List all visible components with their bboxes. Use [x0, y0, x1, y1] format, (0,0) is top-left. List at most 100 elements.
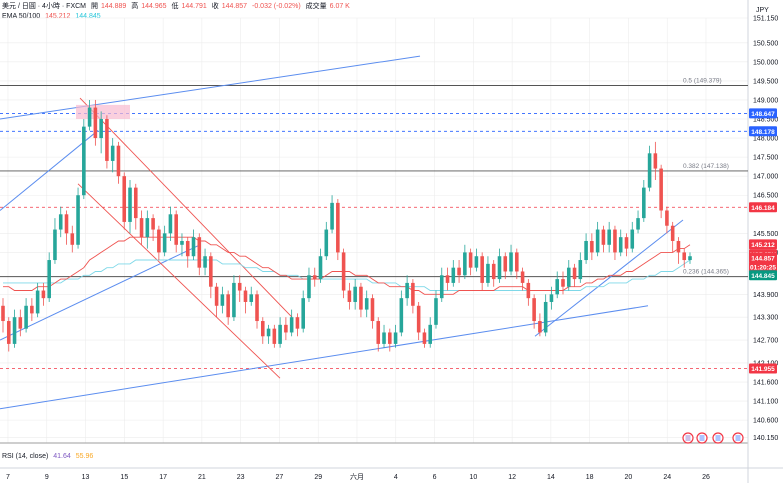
- drawings: [0, 55, 684, 410]
- candle: [428, 317, 432, 348]
- candle-body: [353, 286, 357, 302]
- candle: [272, 324, 277, 348]
- candle-body: [624, 237, 629, 249]
- candle: [93, 99, 98, 146]
- fib-label: 0.236 (144.365): [683, 269, 729, 276]
- candle-body: [307, 275, 311, 299]
- candle-body: [232, 282, 236, 318]
- icon-glyph: [699, 435, 705, 441]
- candle: [670, 221, 675, 253]
- candle-body: [185, 240, 190, 257]
- candle-body: [439, 275, 444, 299]
- candle-body: [266, 328, 271, 337]
- candle: [133, 183, 138, 230]
- candle: [388, 328, 392, 352]
- candle-body: [110, 145, 115, 161]
- candle: [105, 115, 109, 169]
- candle-body: [47, 260, 51, 299]
- candle-body: [1, 305, 5, 322]
- candle-body: [93, 107, 98, 139]
- y-tick-label: 151.150: [753, 16, 778, 23]
- candle-body: [653, 153, 658, 169]
- event-icons: [682, 432, 744, 444]
- candle: [468, 248, 473, 276]
- candle-body: [191, 237, 196, 257]
- candle-body: [301, 298, 305, 329]
- candle: [422, 328, 427, 348]
- candle-body: [284, 324, 288, 333]
- candle-body: [53, 229, 57, 261]
- candle: [70, 225, 75, 253]
- candle-body: [255, 294, 259, 322]
- chart-header: 美元 / 日圓 · 4小時 · FXCM 開 144.889 高 144.965 低…: [2, 2, 353, 11]
- price-tag: [749, 239, 777, 250]
- candle-body: [99, 119, 103, 139]
- candle-body: [145, 218, 150, 238]
- candle-body: [463, 252, 467, 276]
- level-price-tag: [749, 363, 777, 374]
- x-tick-label: 15: [120, 474, 128, 481]
- level-price-tag: [749, 108, 777, 119]
- candle-body: [122, 176, 127, 222]
- candle-body: [659, 168, 663, 211]
- rsi-ma-value: 55.96: [75, 453, 94, 460]
- candle-body: [445, 275, 450, 283]
- candle-body: [278, 324, 282, 344]
- candle: [434, 290, 438, 329]
- ema100-line: [3, 259, 691, 291]
- candle-body: [538, 321, 542, 333]
- candle: [509, 244, 513, 276]
- currency-label[interactable]: JPY: [756, 7, 769, 14]
- symbol-title[interactable]: 美元 / 日圓 · 4小時 · FXCM: [2, 3, 86, 10]
- rsi-legend[interactable]: RSI (14, close) 41.64 55.96: [2, 452, 96, 461]
- candle-body: [18, 317, 23, 329]
- candle-body: [58, 214, 63, 230]
- candle-body: [162, 233, 167, 253]
- x-tick-label: 6: [433, 474, 437, 481]
- candle: [515, 248, 519, 280]
- y-tick-label: 147.500: [753, 155, 778, 162]
- candle: [590, 233, 594, 261]
- candle: [359, 282, 363, 318]
- candle-body: [261, 321, 265, 337]
- ema-legend[interactable]: EMA 50/100 145.212 144.845: [2, 12, 104, 21]
- candle-body: [503, 256, 508, 272]
- candle-body: [151, 218, 155, 230]
- candle-body: [520, 271, 525, 283]
- ema-label: EMA 50/100: [2, 13, 41, 20]
- candle-body: [347, 290, 352, 302]
- candle: [110, 138, 115, 173]
- ema50-line: [3, 236, 691, 295]
- volume-label: 成交量: [305, 3, 327, 10]
- candle: [370, 294, 375, 329]
- candle: [676, 237, 681, 264]
- candle-body: [561, 279, 565, 287]
- ema100-value: 144.845: [75, 13, 101, 20]
- candle: [497, 248, 502, 283]
- candle: [665, 206, 669, 234]
- candle-body: [364, 298, 369, 310]
- volume-value: 6.07 K: [329, 3, 350, 10]
- icon-glyph: [715, 435, 721, 441]
- candle: [197, 233, 202, 276]
- candle: [555, 271, 560, 299]
- candle: [561, 271, 565, 295]
- candle: [185, 237, 190, 268]
- candle: [145, 210, 150, 249]
- candle-body: [312, 275, 317, 280]
- candle-body: [359, 286, 363, 310]
- price-tags: 148.647148.178146.184141.955145.212USDJP…: [749, 108, 777, 374]
- level-price-text: 141.955: [751, 366, 775, 373]
- candle: [324, 221, 329, 261]
- candle-body: [226, 294, 230, 318]
- x-tick-label: 27: [276, 474, 284, 481]
- y-tick-label: 143.300: [753, 315, 778, 322]
- candle-body: [474, 256, 479, 268]
- candle-body: [6, 321, 11, 344]
- low-value: 144.791: [181, 3, 207, 10]
- candle-body: [203, 256, 207, 268]
- candle: [289, 309, 294, 337]
- candle: [636, 210, 640, 234]
- fib-label: 0.382 (147.138): [683, 163, 729, 170]
